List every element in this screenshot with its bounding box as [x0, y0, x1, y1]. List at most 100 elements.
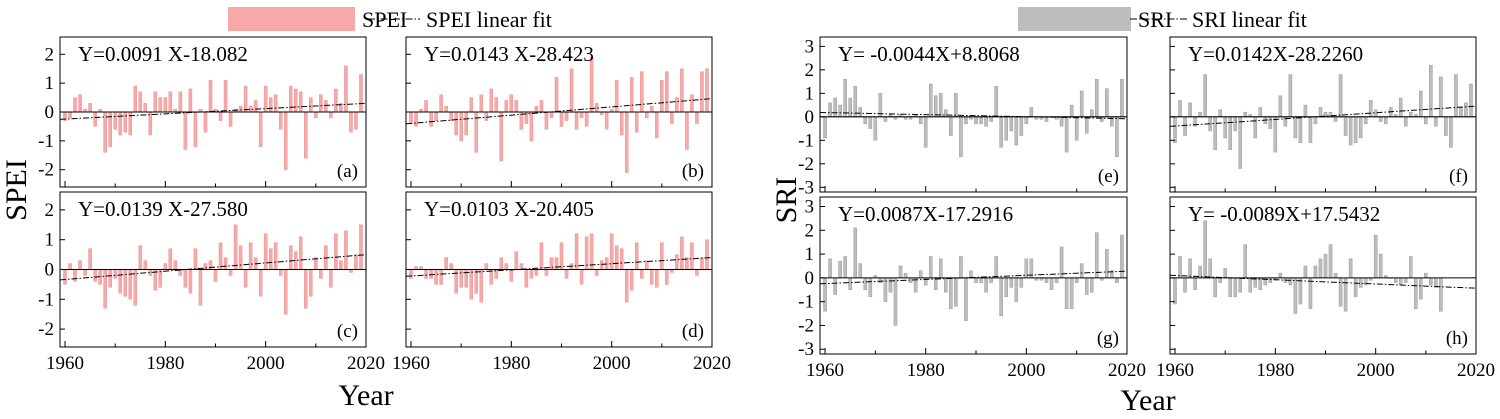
panel-label-c: (c)	[337, 321, 358, 342]
bar-a-2016	[344, 65, 348, 113]
bar-c-2008	[304, 269, 308, 309]
frame-g	[819, 196, 1128, 355]
legend-sri-fit-label: SRI linear fit	[1192, 7, 1307, 32]
bar-c-2009	[309, 269, 313, 297]
bar-a-1984	[183, 111, 188, 150]
bar-b-2016	[690, 94, 694, 113]
bar-g-2007	[1059, 246, 1064, 279]
bar-f-1966	[1203, 74, 1207, 118]
bar-f-2007	[1409, 111, 1413, 118]
y-axis-title-sri: SRI	[770, 177, 803, 224]
bar-e-1987	[959, 116, 963, 157]
y-tick-label-a-0: -2	[38, 160, 54, 181]
bar-g-1985	[949, 277, 953, 310]
bar-b-1963	[424, 100, 428, 113]
x-tick-label-d-0: 1960	[392, 353, 430, 374]
bar-h-1963	[1188, 258, 1192, 279]
bar-g-1999	[1019, 277, 1024, 288]
bar-c-1995	[238, 245, 243, 270]
fit-line-h	[1169, 274, 1477, 289]
bar-b-2013	[675, 97, 679, 113]
bar-b-2001	[614, 80, 619, 113]
bar-d-1975	[484, 263, 489, 270]
bar-f-1987	[1308, 116, 1313, 143]
bar-e-1964	[843, 79, 847, 118]
panel-g: -3 -2-1 0 1 23 1960 1980 2000 2020 Y=0.0087X-17.2…	[798, 196, 1146, 381]
bar-h-1997	[1358, 277, 1363, 288]
bar-e-1965	[848, 97, 852, 118]
bar-a-2017	[349, 111, 353, 133]
bar-h-1996	[1353, 277, 1358, 298]
bar-g-1989	[969, 270, 973, 279]
bar-a-2013	[329, 111, 333, 118]
bar-f-1972	[1233, 116, 1237, 132]
bar-d-1967	[444, 257, 448, 270]
bar-e-1961	[828, 102, 832, 118]
bar-f-1961	[1178, 100, 1182, 118]
bar-e-2009	[1069, 104, 1074, 118]
bar-a-2001	[268, 97, 273, 113]
bar-b-1985	[534, 106, 539, 113]
y-tick-label-a-1: -1	[38, 131, 54, 152]
bar-h-2009	[1419, 277, 1423, 300]
bar-f-1969	[1218, 109, 1222, 118]
bar-f-1994	[1343, 116, 1348, 136]
bar-d-1989	[554, 257, 559, 270]
bar-g-1998	[1014, 277, 1019, 302]
bar-b-2007	[645, 111, 649, 118]
bar-f-1992	[1333, 116, 1338, 122]
bar-g-1974	[893, 277, 898, 326]
bar-f-1997	[1358, 116, 1363, 139]
bar-h-1995	[1348, 258, 1353, 279]
bar-d-2011	[665, 269, 669, 285]
bar-g-1987	[959, 256, 963, 279]
bar-b-1969	[454, 111, 458, 136]
bar-f-1963	[1188, 102, 1192, 118]
bar-f-1993	[1338, 74, 1343, 118]
x-axis-title-spei: Year	[338, 379, 393, 412]
bar-e-2014	[1095, 79, 1099, 118]
bar-d-1976	[489, 269, 494, 285]
frame-f	[1169, 36, 1477, 193]
bar-e-1997	[1009, 116, 1014, 132]
bar-f-2009	[1419, 90, 1423, 118]
bar-a-1996	[243, 85, 248, 113]
bar-g-1967	[858, 263, 863, 279]
bar-d-2009	[655, 269, 659, 288]
bar-g-2016	[1105, 249, 1109, 279]
bar-a-1971	[118, 111, 122, 136]
bar-b-2003	[624, 111, 629, 173]
bar-g-1976	[903, 272, 908, 279]
bar-g-1992	[984, 277, 988, 293]
bar-c-1972	[123, 269, 127, 297]
bar-f-1968	[1213, 116, 1217, 150]
bar-g-1960	[823, 277, 827, 312]
legend-sri-swatch	[1018, 7, 1131, 31]
bar-h-1975	[1248, 277, 1253, 293]
bar-d-2018	[700, 257, 704, 270]
bar-d-1964	[429, 269, 433, 279]
bar-h-1966	[1203, 220, 1207, 279]
bar-f-1983	[1288, 74, 1293, 118]
bar-a-1974	[133, 85, 138, 113]
bar-c-1979	[158, 269, 163, 288]
bar-f-1988	[1313, 116, 1318, 125]
bar-a-1980	[163, 97, 168, 113]
bar-b-1999	[604, 111, 609, 130]
bar-c-2004	[283, 269, 288, 315]
y-tick-label-e-6: 3	[805, 36, 815, 57]
bar-a-1999	[258, 111, 263, 147]
bar-a-1977	[148, 111, 153, 136]
bar-f-1973	[1238, 116, 1242, 169]
bar-a-2002	[273, 94, 278, 113]
bar-g-2008	[1064, 277, 1069, 310]
bar-c-1988	[203, 263, 208, 270]
equation-b: Y=0.0143 X-28.423	[424, 42, 594, 66]
bar-e-1968	[863, 116, 868, 125]
bar-e-2018	[1115, 116, 1119, 157]
bar-d-1991	[564, 269, 569, 279]
bar-f-2001	[1378, 116, 1383, 122]
bar-g-1991	[979, 277, 983, 283]
bar-h-1977	[1258, 277, 1263, 290]
